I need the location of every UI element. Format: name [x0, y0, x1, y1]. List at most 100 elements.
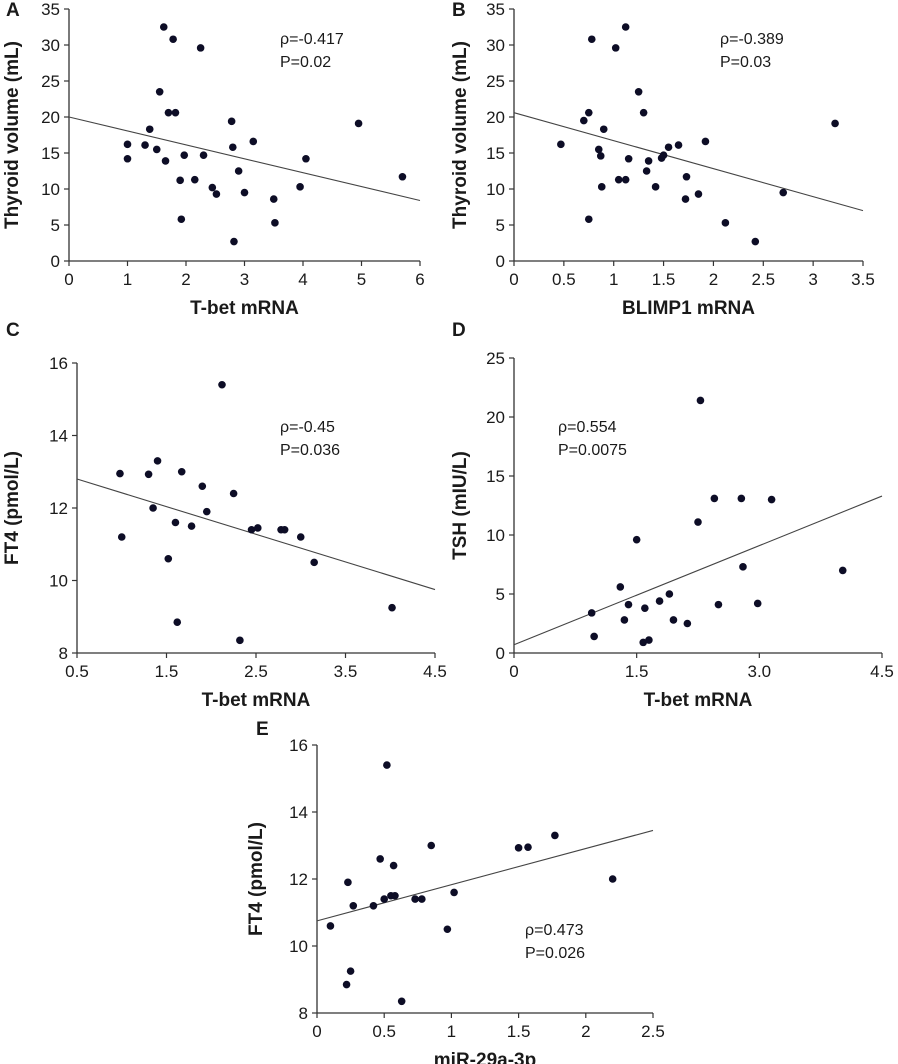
data-point — [594, 145, 603, 154]
y-tick-label: 14 — [289, 803, 308, 822]
x-tick-label: 1.5 — [155, 662, 179, 681]
data-point — [696, 396, 705, 405]
data-point — [171, 108, 180, 117]
data-point — [269, 195, 278, 203]
data-point — [196, 44, 205, 52]
data-point — [753, 599, 762, 608]
x-tick-label: 0 — [64, 270, 73, 289]
data-point — [665, 590, 674, 598]
data-point — [398, 172, 407, 181]
data-point — [664, 143, 673, 152]
data-point — [645, 636, 653, 644]
data-point — [620, 616, 629, 624]
x-tick-label: 6 — [415, 270, 424, 289]
data-point — [247, 525, 256, 534]
data-point — [624, 154, 633, 163]
x-tick-label: 5 — [357, 270, 366, 289]
x-tick-label: 2 — [581, 1022, 590, 1041]
x-tick-label: 0.5 — [65, 662, 89, 681]
data-point — [838, 566, 847, 575]
y-axis-title: Thyroid volume (mL) — [2, 41, 23, 229]
data-point — [391, 891, 399, 900]
data-point — [230, 237, 238, 246]
data-point — [176, 176, 184, 185]
data-point — [161, 157, 170, 165]
y-tick-label: 35 — [41, 0, 60, 19]
data-point — [621, 23, 630, 31]
data-point — [669, 616, 678, 624]
rho-value: ρ=-0.45 — [280, 419, 335, 436]
data-point — [173, 618, 182, 626]
x-tick-label: 1.5 — [625, 662, 649, 681]
x-tick-label: 1.5 — [507, 1022, 531, 1041]
data-point — [117, 533, 126, 541]
y-tick-label: 0 — [496, 252, 505, 271]
y-tick-label: 16 — [49, 354, 68, 373]
x-tick-label: 4.5 — [423, 662, 447, 681]
data-point — [639, 638, 648, 647]
data-point — [584, 215, 593, 224]
data-point — [296, 183, 304, 191]
data-point — [164, 554, 173, 563]
data-point — [587, 35, 596, 44]
y-tick-label: 5 — [51, 216, 60, 235]
data-point — [674, 141, 683, 149]
x-tick-label: 0 — [509, 270, 518, 289]
y-tick-label: 15 — [486, 467, 505, 486]
y-tick-label: 25 — [41, 72, 60, 91]
y-tick-label: 25 — [486, 349, 505, 368]
panel-label: E — [256, 719, 269, 740]
data-point — [831, 119, 839, 128]
data-point — [310, 558, 318, 567]
data-point — [346, 967, 355, 975]
data-point — [655, 597, 664, 605]
data-point — [590, 632, 598, 641]
x-tick-label: 4.5 — [870, 662, 894, 681]
data-point — [190, 175, 199, 184]
panel-d: 0 1.5 3.0 4.5 0 5 10 15 20 25 T-bet mRNA TSH (mIU/L… — [450, 320, 894, 711]
data-point — [614, 175, 623, 184]
p-value: P=0.026 — [525, 945, 585, 962]
data-point — [349, 902, 358, 910]
data-point — [198, 482, 207, 491]
data-point — [177, 215, 186, 224]
x-tick-label: 3.5 — [334, 662, 358, 681]
rho-value: ρ=-0.389 — [720, 31, 784, 48]
data-point — [123, 154, 132, 163]
x-tick-label: 2 — [181, 270, 190, 289]
data-point — [701, 137, 710, 146]
data-point — [380, 895, 389, 903]
x-tick-label: 1.5 — [652, 270, 676, 289]
data-point — [557, 140, 565, 149]
data-point — [326, 922, 335, 930]
data-point — [443, 925, 452, 934]
x-tick-label: 0 — [312, 1022, 321, 1041]
y-tick-label: 15 — [41, 144, 60, 163]
data-point — [144, 470, 153, 479]
data-point — [767, 495, 776, 504]
x-tick-label: 4 — [298, 270, 307, 289]
x-tick-label: 1 — [609, 270, 618, 289]
x-tick-label: 2.5 — [751, 270, 775, 289]
data-point — [584, 108, 593, 117]
y-axis-title: Thyroid volume (mL) — [450, 41, 471, 229]
data-point — [155, 88, 164, 96]
data-point — [153, 457, 162, 465]
data-point — [427, 841, 436, 850]
data-point — [514, 844, 523, 852]
y-axis-title: TSH (mIU/L) — [450, 451, 471, 560]
data-point — [152, 145, 161, 154]
y-tick-label: 10 — [486, 526, 505, 545]
y-tick-label: 8 — [299, 1004, 308, 1023]
panel-a: 0 1 2 3 4 5 6 0 5 10 15 20 25 30 35 T-bet mRNA Thyroid v… — [2, 0, 425, 319]
rho-value: ρ=0.554 — [558, 419, 617, 436]
panel-label: B — [452, 0, 466, 21]
y-tick-label: 25 — [486, 72, 505, 91]
data-point — [141, 141, 149, 149]
y-tick-label: 0 — [51, 252, 60, 271]
data-point — [342, 980, 351, 989]
y-tick-label: 10 — [41, 180, 60, 199]
y-tick-label: 10 — [486, 180, 505, 199]
x-tick-label: 3.0 — [748, 662, 772, 681]
data-point — [253, 524, 262, 532]
